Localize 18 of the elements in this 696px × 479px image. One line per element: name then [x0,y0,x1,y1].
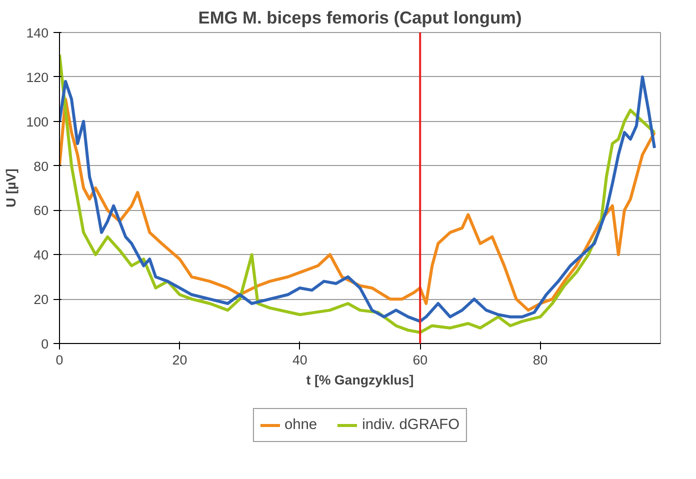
y-tick-label: 100 [26,114,49,130]
x-tick-label: 80 [532,352,548,368]
x-tick-label: 20 [172,352,188,368]
x-axis-title: t [% Gangzyklus] [306,372,414,388]
y-tick-label: 80 [34,158,49,174]
x-tick-label: 0 [56,352,64,368]
y-tick-label: 20 [34,292,49,308]
legend-label: ohne [284,417,318,433]
x-tick-label: 40 [292,352,308,368]
y-tick-label: 0 [41,336,49,352]
y-tick-label: 120 [26,70,49,85]
y-tick-label: 60 [34,203,49,218]
x-tick-label: 60 [412,352,428,368]
chart-title: EMG M. biceps femoris (Caput longum) [198,8,522,28]
y-tick-label: 40 [34,248,49,263]
y-tick-label: 140 [26,26,49,40]
legend-label: indiv. dGRAFO [362,417,460,433]
y-axis-title: U [µV] [3,168,18,208]
